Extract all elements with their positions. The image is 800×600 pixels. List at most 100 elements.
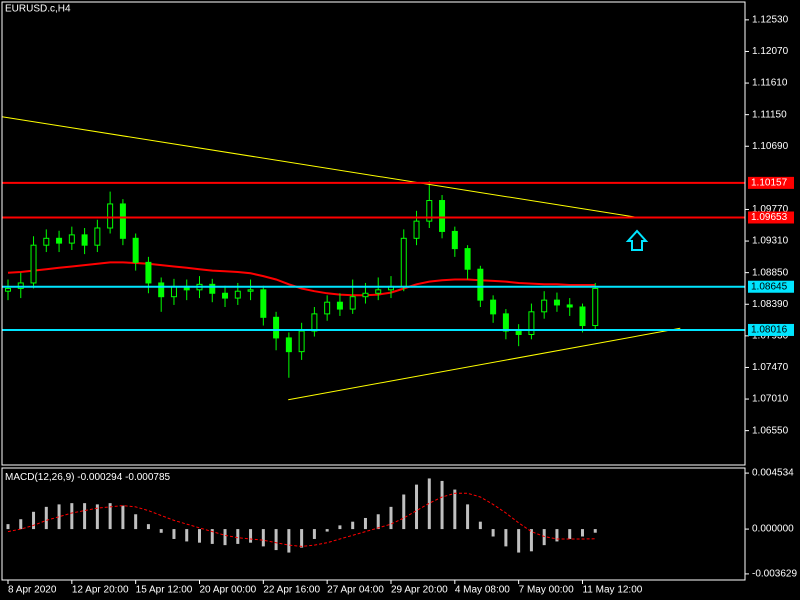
macd-bar: [504, 529, 508, 547]
macd-bar: [261, 529, 265, 547]
candle-body: [68, 234, 75, 244]
macd-bar: [95, 504, 99, 530]
candle-body: [132, 237, 139, 263]
candle-body: [579, 306, 586, 327]
y-tick-label: 1.12530: [752, 15, 789, 26]
macd-bar: [529, 529, 533, 552]
macd-bar: [6, 524, 10, 530]
candle-body: [56, 237, 63, 244]
macd-bar: [402, 494, 406, 530]
macd-bar: [580, 529, 584, 537]
level-label: 1.10157: [751, 178, 788, 189]
candle-body: [375, 289, 382, 294]
candle-body: [311, 313, 318, 332]
candle-body: [273, 316, 280, 339]
y-tick-label: 1.06550: [752, 425, 789, 436]
candle-body: [5, 287, 12, 292]
macd-bar: [478, 521, 482, 530]
macd-bar: [249, 529, 253, 543]
macd-bar: [453, 489, 457, 530]
trendline: [288, 327, 681, 401]
candle-body: [285, 337, 292, 353]
candle-body: [400, 237, 407, 287]
candle-body: [490, 299, 497, 315]
x-tick-label: 27 Apr 04:00: [327, 585, 384, 596]
candle-body: [477, 268, 484, 301]
macd-bar: [389, 506, 393, 530]
trendline: [1, 116, 635, 218]
candle-body: [439, 200, 446, 232]
chart-title: EURUSD.c,H4: [5, 4, 71, 15]
level-label-box: [748, 280, 794, 293]
x-tick-label: 15 Apr 12:00: [136, 585, 193, 596]
candle-body: [349, 296, 356, 310]
macd-bar: [197, 529, 201, 543]
candle-body: [119, 203, 126, 239]
macd-header: MACD(12,26,9) -0.000294 -0.000785: [5, 472, 171, 483]
candle-body: [413, 220, 420, 239]
y-tick-label: 1.09310: [752, 236, 789, 247]
macd-bar: [210, 529, 214, 544]
candle-body: [553, 299, 560, 306]
candle-body: [234, 290, 241, 299]
candle-body: [528, 311, 535, 335]
x-tick-label: 22 Apr 16:00: [263, 585, 320, 596]
macd-bar: [491, 529, 495, 537]
candle-body: [260, 289, 267, 318]
macd-bar: [542, 529, 546, 546]
x-tick-label: 8 Apr 2020: [8, 585, 57, 596]
macd-bar: [185, 529, 189, 542]
y-tick-label: -0.003629: [752, 569, 797, 580]
candle-body: [30, 244, 37, 284]
candle-body: [451, 230, 458, 250]
y-tick-label: 1.07930: [752, 330, 789, 341]
macd-bar: [32, 511, 36, 530]
macd-frame: [1, 467, 746, 581]
buy-arrow: [625, 229, 649, 251]
macd-bar: [159, 529, 163, 533]
macd-bar: [593, 529, 597, 533]
candle-body: [17, 282, 24, 289]
x-tick-label: 11 May 12:00: [582, 585, 642, 596]
level-label-box: [748, 176, 794, 189]
macd-bar: [325, 529, 329, 532]
x-tick-label: 29 Apr 20:00: [391, 585, 448, 596]
candle-body: [592, 287, 599, 327]
macd-bar: [83, 503, 87, 530]
candle-body: [298, 330, 305, 353]
macd-title: MACD(12,26,9): [5, 472, 74, 483]
macd-value: -0.000294: [77, 472, 122, 483]
candle-body: [158, 282, 165, 298]
macd-bar: [57, 504, 61, 530]
y-tick-label: 1.11610: [752, 78, 788, 89]
macd-bar: [146, 524, 150, 530]
candle-body: [209, 283, 216, 294]
candle-body: [170, 285, 177, 298]
x-tick-label: 7 May 00:00: [519, 585, 574, 596]
macd-bar: [121, 505, 125, 530]
x-tick-label: 4 May 08:00: [455, 585, 510, 596]
candle-body: [541, 299, 548, 313]
macd-bar: [466, 504, 470, 530]
macd-bar: [300, 529, 304, 548]
candle-body: [145, 261, 152, 284]
macd-bar: [440, 480, 444, 530]
macd-bar: [223, 529, 227, 546]
signal-line: [7, 492, 596, 547]
candle-body: [81, 234, 88, 246]
y-tick-label: 1.12070: [752, 46, 789, 57]
candle-body: [362, 292, 369, 298]
y-tick-label: 1.07470: [752, 362, 789, 373]
signal-value: -0.000785: [125, 472, 170, 483]
candle-body: [324, 301, 331, 315]
candle-body: [566, 304, 573, 308]
candle-body: [464, 248, 471, 270]
candle-body: [502, 313, 509, 332]
y-tick-label: 1.08390: [752, 299, 789, 310]
y-tick-label: 1.11150: [752, 109, 787, 120]
candle-body: [336, 301, 343, 310]
candle-body: [515, 330, 522, 335]
candle-body: [94, 227, 101, 246]
macd-bar: [134, 514, 138, 530]
